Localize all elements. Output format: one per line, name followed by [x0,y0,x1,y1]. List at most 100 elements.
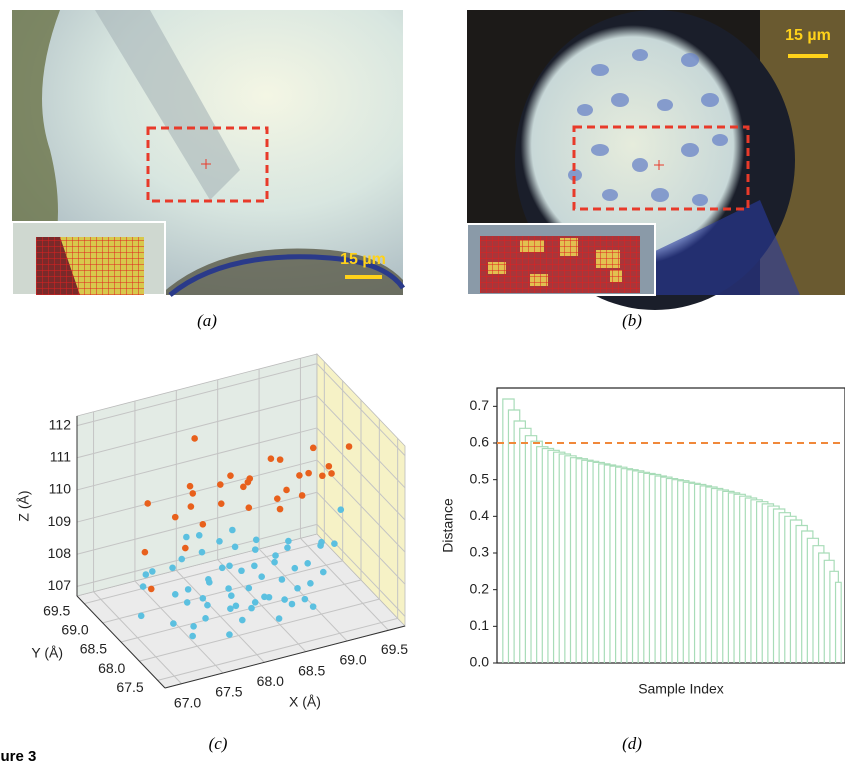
y-tick-label: 0.4 [470,507,490,523]
point [301,595,309,603]
grid-line [316,491,406,585]
micrograph-a [11,10,406,303]
point [258,573,265,581]
point [325,462,333,470]
merge [665,477,679,663]
point [139,583,147,590]
point [278,576,286,583]
x-tick-label: 68.0 [257,673,284,689]
point [275,615,283,622]
panel-label: (b) [622,311,642,330]
point [265,593,273,601]
x-axis-title: Sample Index [638,681,724,697]
point [144,500,152,507]
panel-label: (d) [622,734,642,753]
y-tick-label: 67.5 [116,679,143,695]
grid-line [76,395,318,459]
point [218,564,226,572]
point [298,492,306,499]
x-tick-label: 69.5 [381,641,408,657]
point [281,596,288,603]
point [231,543,239,551]
scale-bar-label: 15 µm [785,27,831,44]
point [252,536,260,544]
y-tick-label: 0.2 [470,580,490,596]
merge [767,505,780,663]
merge [671,479,684,663]
point [141,548,149,556]
point [182,544,189,552]
y-tick-label: 0.6 [470,434,490,450]
merge [502,398,515,663]
plot-frame [496,387,845,664]
axis-line [76,595,166,689]
point [142,571,150,578]
y-tick-label: 68.5 [80,641,107,657]
x-axis-title: X (Å) [289,694,321,710]
point [345,443,353,450]
point [198,548,206,556]
point [245,584,253,592]
merge [631,470,645,663]
point [251,562,258,570]
point [225,585,232,592]
y-tick-label: 69.0 [61,622,88,638]
merge [569,457,583,663]
point [199,594,207,602]
point [296,472,303,479]
merge [530,440,543,663]
y-tick-label: 0.7 [470,397,490,413]
point [291,564,299,572]
grid-line [316,524,406,617]
point [288,600,296,608]
x-tick-label: 67.0 [174,694,201,710]
merge [626,469,639,663]
point [232,602,240,610]
merge [552,451,566,663]
merge [812,545,825,663]
point [285,537,292,545]
point [171,590,179,598]
z-tick-label: 109 [48,513,72,529]
point [331,540,338,547]
x-tick-label: 69.0 [339,652,366,668]
grid-line [76,523,318,587]
point [183,533,190,541]
grid-line [316,427,406,521]
point [272,552,279,559]
point [318,538,325,546]
z-axis-title: Z (Å) [16,490,32,521]
merge [739,495,752,663]
point [191,435,198,442]
point [227,472,234,479]
point [178,555,186,563]
grid-line [139,598,380,662]
merge [677,480,690,663]
point [284,544,291,551]
point [337,506,345,514]
point [199,521,207,528]
grid-line [316,363,406,456]
x-tick-label: 68.5 [298,662,325,678]
point [319,568,327,576]
grid-line [76,491,318,555]
point [184,586,192,593]
point [170,620,177,627]
y-tick-label: 68.0 [98,660,125,676]
point [147,585,155,593]
micrograph-b [466,10,845,310]
point [251,546,259,553]
point [309,444,317,452]
y-axis-title: Y (Å) [31,645,63,661]
grid-line [84,541,325,605]
point [169,564,176,572]
grid-line [76,363,318,427]
point [246,475,254,482]
grid-line [316,395,406,489]
point [202,615,209,622]
y-tick-label: 0.0 [470,654,490,670]
y-tick-label: 0.1 [470,617,490,633]
point [217,500,225,507]
